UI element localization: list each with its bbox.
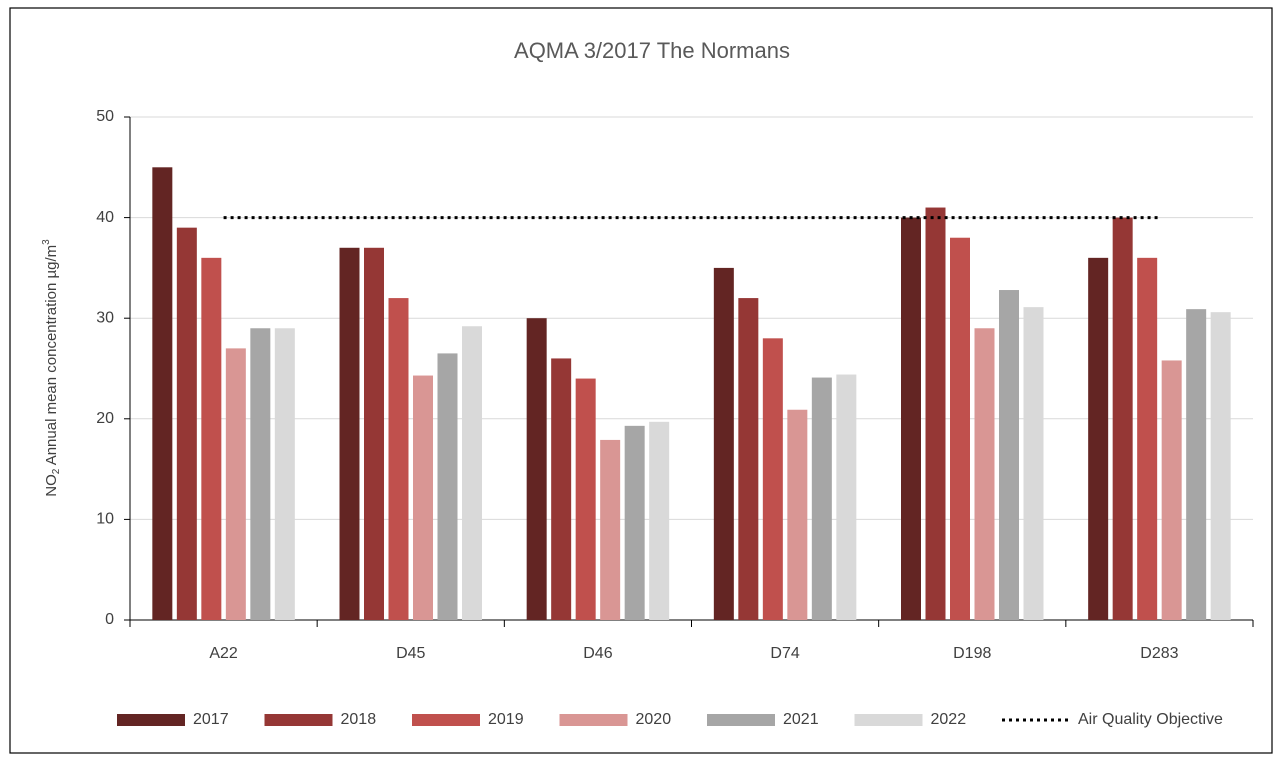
legend-label: 2022: [931, 711, 967, 728]
legend-swatch: [412, 714, 480, 726]
bar: [624, 425, 645, 620]
chart-frame: [9, 7, 1273, 754]
bar: [1023, 307, 1044, 620]
bar: [413, 375, 433, 620]
bar: [1088, 257, 1109, 620]
bar: [1161, 360, 1182, 620]
bar: [950, 237, 970, 620]
legend-swatch: [854, 714, 923, 726]
legend-swatch: [559, 714, 628, 726]
legend-swatch: [117, 714, 185, 726]
bar: [575, 378, 596, 620]
x-tick-label: D74: [770, 645, 799, 662]
bar: [713, 267, 734, 620]
bar: [762, 338, 783, 620]
bar: [1186, 309, 1207, 620]
y-label-sub: 2: [51, 468, 62, 474]
bar: [901, 217, 921, 620]
bar: [600, 439, 621, 620]
legend-label: 2020: [636, 711, 672, 728]
legend-label: 2021: [783, 711, 819, 728]
legend-label: 2018: [341, 711, 377, 728]
bar: [787, 409, 808, 620]
bar: [462, 326, 482, 620]
bar: [836, 374, 857, 620]
y-label-part: Annual mean concentration µg/m: [43, 245, 60, 469]
x-tick-label: A22: [209, 645, 238, 662]
y-tick-label: 30: [96, 309, 114, 326]
bar: [364, 247, 384, 620]
bar: [811, 377, 832, 620]
bar: [551, 358, 572, 620]
x-tick-label: D198: [953, 645, 991, 662]
bar: [152, 167, 173, 621]
bar: [1137, 257, 1158, 620]
legend-label: 2017: [193, 711, 229, 728]
bar: [738, 298, 759, 620]
y-label-sup: 3: [41, 239, 52, 245]
y-tick-label: 40: [96, 209, 114, 226]
y-tick-label: 20: [96, 410, 114, 427]
bar: [201, 257, 222, 620]
x-tick-label: D45: [396, 645, 425, 662]
y-tick-label: 10: [96, 511, 114, 528]
bar: [649, 421, 670, 620]
bar: [250, 328, 271, 620]
x-tick-label: D283: [1140, 645, 1178, 662]
bar: [526, 318, 547, 620]
bar: [1210, 312, 1231, 620]
legend-swatch: [264, 714, 333, 726]
y-axis-label: NO2 Annual mean concentration µg/m3: [41, 239, 62, 497]
legend-swatch: [707, 714, 775, 726]
bar: [388, 298, 409, 620]
bar: [274, 328, 295, 620]
y-tick-label: 0: [105, 611, 114, 628]
legend-label: Air Quality Objective: [1078, 711, 1223, 728]
bar: [925, 207, 946, 621]
bar: [999, 290, 1019, 620]
chart-title: AQMA 3/2017 The Normans: [514, 38, 790, 63]
legend-label: 2019: [488, 711, 524, 728]
bar: [437, 353, 458, 620]
bar: [225, 348, 246, 620]
y-label-part: NO: [43, 474, 60, 497]
bar: [339, 247, 360, 620]
x-tick-label: D46: [583, 645, 612, 662]
y-tick-label: 50: [96, 108, 114, 125]
bar: [974, 328, 995, 620]
bar: [1112, 217, 1133, 620]
bar: [176, 227, 197, 620]
